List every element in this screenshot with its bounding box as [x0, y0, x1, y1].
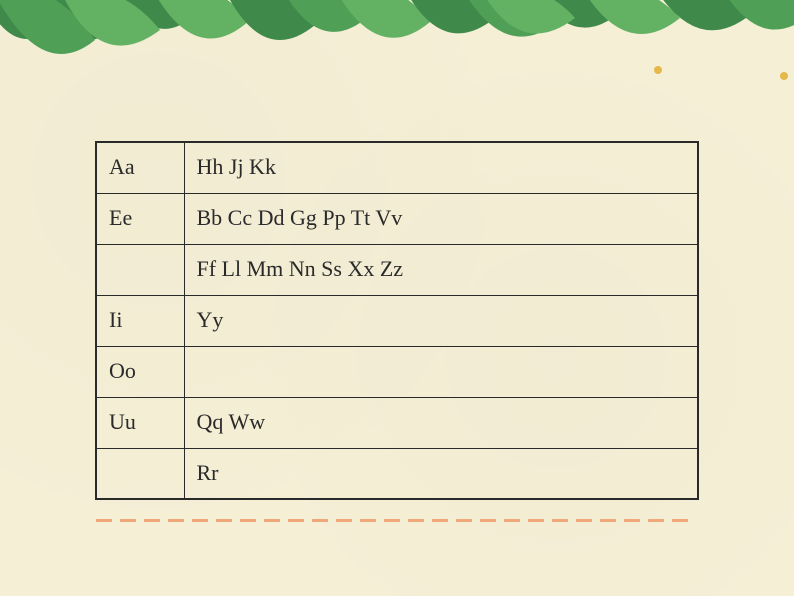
alphabet-table: AaHh Jj KkEeBb Cc Dd Gg Pp Tt VvFf Ll Mm… [95, 141, 699, 500]
consonant-cell: Yy [184, 295, 698, 346]
table-row: Oo [96, 346, 698, 397]
vowel-cell: Aa [96, 142, 184, 193]
dash-underline [96, 511, 700, 515]
table-row: Ff Ll Mm Nn Ss Xx Zz [96, 244, 698, 295]
accent-dot [654, 66, 662, 74]
leaf-border [0, 0, 794, 110]
vowel-cell: Uu [96, 397, 184, 448]
alphabet-table-wrap: AaHh Jj KkEeBb Cc Dd Gg Pp Tt VvFf Ll Mm… [95, 141, 699, 500]
vowel-cell [96, 244, 184, 295]
table-row: Rr [96, 448, 698, 499]
table-row: IiYy [96, 295, 698, 346]
consonant-cell: Rr [184, 448, 698, 499]
consonant-cell: Hh Jj Kk [184, 142, 698, 193]
vowel-cell [96, 448, 184, 499]
vowel-cell: Ee [96, 193, 184, 244]
consonant-cell: Ff Ll Mm Nn Ss Xx Zz [184, 244, 698, 295]
vowel-cell: Oo [96, 346, 184, 397]
table-row: AaHh Jj Kk [96, 142, 698, 193]
consonant-cell [184, 346, 698, 397]
table-row: EeBb Cc Dd Gg Pp Tt Vv [96, 193, 698, 244]
table-row: UuQq Ww [96, 397, 698, 448]
consonant-cell: Qq Ww [184, 397, 698, 448]
accent-dot [780, 72, 788, 80]
consonant-cell: Bb Cc Dd Gg Pp Tt Vv [184, 193, 698, 244]
vowel-cell: Ii [96, 295, 184, 346]
